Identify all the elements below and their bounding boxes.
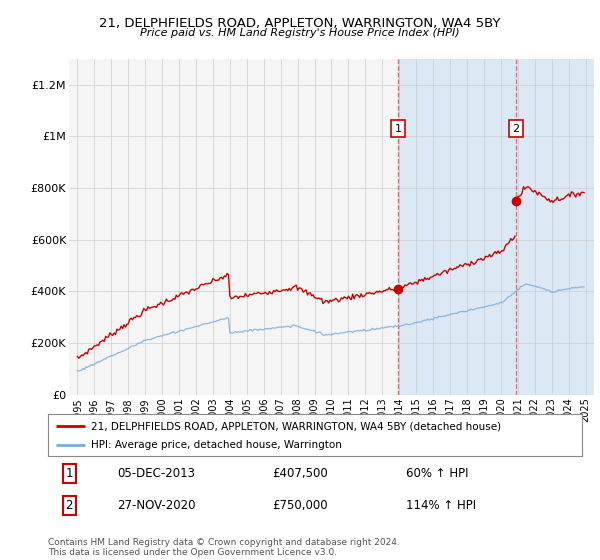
Text: 05-DEC-2013: 05-DEC-2013: [118, 467, 196, 480]
Text: Contains HM Land Registry data © Crown copyright and database right 2024.
This d: Contains HM Land Registry data © Crown c…: [48, 538, 400, 557]
Text: 1: 1: [65, 467, 73, 480]
Bar: [398, 59, 594, 395]
Text: Price paid vs. HM Land Registry's House Price Index (HPI): Price paid vs. HM Land Registry's House …: [140, 28, 460, 38]
Text: 27-NOV-2020: 27-NOV-2020: [118, 499, 196, 512]
Text: 21, DELPHFIELDS ROAD, APPLETON, WARRINGTON, WA4 5BY: 21, DELPHFIELDS ROAD, APPLETON, WARRINGT…: [99, 17, 501, 30]
Text: 60% ↑ HPI: 60% ↑ HPI: [406, 467, 468, 480]
Text: 2: 2: [512, 124, 520, 134]
Text: HPI: Average price, detached house, Warrington: HPI: Average price, detached house, Warr…: [91, 440, 341, 450]
Text: 2: 2: [65, 499, 73, 512]
Text: 114% ↑ HPI: 114% ↑ HPI: [406, 499, 476, 512]
Text: £407,500: £407,500: [272, 467, 328, 480]
Text: £750,000: £750,000: [272, 499, 328, 512]
Text: 21, DELPHFIELDS ROAD, APPLETON, WARRINGTON, WA4 5BY (detached house): 21, DELPHFIELDS ROAD, APPLETON, WARRINGT…: [91, 421, 501, 431]
Text: 1: 1: [394, 124, 401, 134]
